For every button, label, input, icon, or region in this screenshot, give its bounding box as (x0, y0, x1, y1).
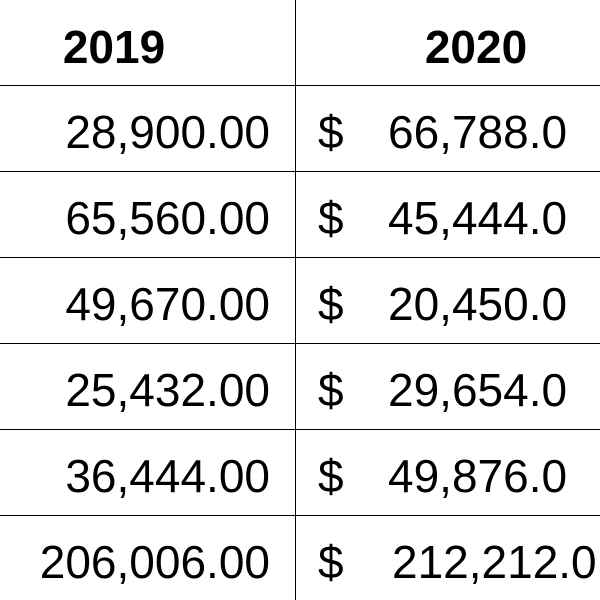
cell-2020[interactable]: 45,444.0 (388, 192, 568, 244)
cell-2019[interactable]: 49,670.00 (65, 278, 270, 330)
cell-2019[interactable]: 25,432.00 (65, 364, 270, 416)
cell-2020[interactable]: 29,654.0 (388, 364, 568, 416)
row-divider (0, 257, 600, 258)
cell-2019[interactable]: 28,900.00 (65, 106, 270, 158)
table-row: 25,432.00 $ 29,654.0 (0, 344, 600, 430)
total-row: 206,006.00 $ 212,212.0 (0, 516, 600, 600)
cell-2020[interactable]: 49,876.0 (388, 450, 568, 502)
currency-symbol: $ (318, 106, 344, 158)
cell-2020-total[interactable]: 212,212.0 (392, 536, 597, 588)
cell-2019-total[interactable]: 206,006.00 (39, 536, 270, 588)
cell-2019[interactable]: 36,444.00 (65, 450, 270, 502)
cell-2019[interactable]: 65,560.00 (65, 192, 270, 244)
currency-symbol: $ (318, 536, 344, 588)
table-row: 36,444.00 $ 49,876.0 (0, 430, 600, 516)
currency-symbol: $ (318, 364, 344, 416)
header-cell-2019[interactable]: 2019 (62, 21, 166, 73)
row-divider (0, 515, 600, 516)
row-divider (0, 171, 600, 172)
currency-symbol: $ (318, 192, 344, 244)
row-divider (0, 343, 600, 344)
cell-2020[interactable]: 20,450.0 (388, 278, 568, 330)
table-row: 65,560.00 $ 45,444.0 (0, 172, 600, 258)
row-divider (0, 85, 600, 86)
table-row: 28,900.00 $ 66,788.0 (0, 86, 600, 172)
cell-2020[interactable]: 66,788.0 (388, 106, 568, 158)
header-cell-2020[interactable]: 2020 (424, 21, 528, 73)
row-divider (0, 429, 600, 430)
column-divider (295, 0, 296, 600)
table-row: 49,670.00 $ 20,450.0 (0, 258, 600, 344)
currency-symbol: $ (318, 450, 344, 502)
currency-symbol: $ (318, 278, 344, 330)
